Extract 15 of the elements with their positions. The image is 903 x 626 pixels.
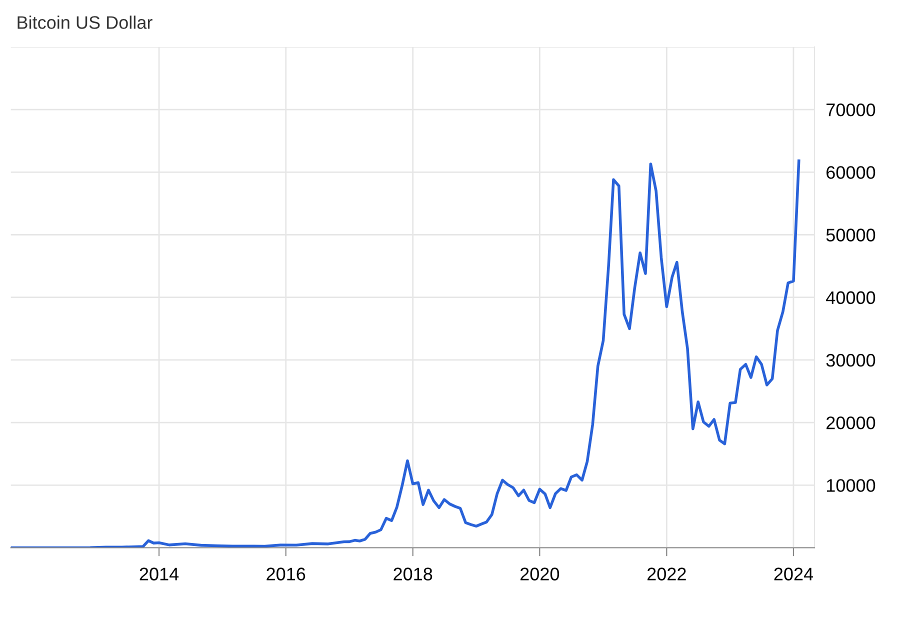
y-tick-label: 30000 (826, 354, 876, 367)
y-tick-label: 50000 (826, 228, 876, 242)
y-tick-label: 10000 (826, 479, 876, 492)
x-tick-label: 2022 (647, 568, 686, 580)
y-tick-label: 70000 (826, 103, 876, 116)
x-tick-label: 2016 (266, 568, 306, 580)
x-tick-label: 2024 (774, 568, 814, 580)
y-tick-label: 20000 (826, 416, 876, 430)
x-tick-label: 2020 (520, 568, 560, 580)
line-series (10, 159, 800, 548)
x-tick-label: 2018 (394, 568, 432, 580)
y-tick-label: 40000 (826, 291, 876, 304)
y-tick-label: 60000 (826, 166, 876, 179)
chart-title: Bitcoin US Dollar (18, 16, 152, 29)
x-tick-label: 2014 (140, 568, 179, 580)
